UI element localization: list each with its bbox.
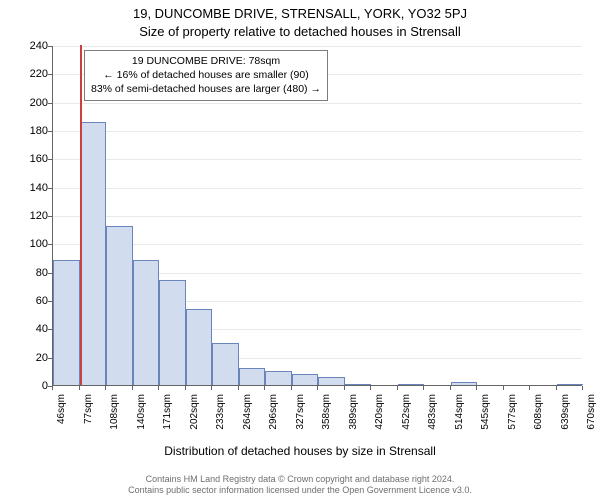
y-tick-label: 220	[30, 68, 48, 80]
y-tick-label: 140	[30, 182, 48, 194]
histogram-bar	[239, 368, 266, 385]
x-tick-mark	[158, 386, 159, 390]
annotation-line: ← 16% of detached houses are smaller (90…	[91, 68, 321, 82]
x-tick-mark	[52, 386, 53, 390]
chart-subtitle: Size of property relative to detached ho…	[0, 24, 600, 39]
histogram-bar	[318, 377, 345, 386]
x-tick-mark	[476, 386, 477, 390]
gridline	[53, 131, 582, 132]
y-tick-mark	[48, 358, 52, 359]
y-tick-label: 180	[30, 125, 48, 137]
x-tick-label: 608sqm	[533, 394, 544, 434]
y-tick-mark	[48, 131, 52, 132]
y-tick-mark	[48, 74, 52, 75]
x-tick-label: 327sqm	[295, 394, 306, 434]
x-tick-mark	[132, 386, 133, 390]
x-tick-label: 108sqm	[109, 394, 120, 434]
x-tick-mark	[503, 386, 504, 390]
x-tick-label: 296sqm	[268, 394, 279, 434]
x-tick-mark	[211, 386, 212, 390]
footer-line: Contains public sector information licen…	[0, 485, 600, 496]
gridline	[53, 188, 582, 189]
x-tick-label: 670sqm	[586, 394, 597, 434]
x-tick-mark	[105, 386, 106, 390]
histogram-bar	[133, 260, 160, 385]
x-tick-label: 452sqm	[401, 394, 412, 434]
y-tick-mark	[48, 159, 52, 160]
y-tick-label: 60	[36, 295, 48, 307]
y-tick-mark	[48, 244, 52, 245]
histogram-bar	[106, 226, 133, 385]
gridline	[53, 46, 582, 47]
x-tick-mark	[370, 386, 371, 390]
histogram-bar	[159, 280, 186, 385]
footer-attribution: Contains HM Land Registry data © Crown c…	[0, 474, 600, 497]
x-tick-mark	[317, 386, 318, 390]
x-tick-label: 202sqm	[189, 394, 200, 434]
histogram-bar	[53, 260, 80, 385]
histogram-bar	[186, 309, 213, 386]
x-tick-label: 358sqm	[321, 394, 332, 434]
x-tick-mark	[529, 386, 530, 390]
x-tick-mark	[264, 386, 265, 390]
annotation-box: 19 DUNCOMBE DRIVE: 78sqm← 16% of detache…	[84, 50, 328, 101]
x-tick-mark	[344, 386, 345, 390]
y-tick-label: 200	[30, 97, 48, 109]
y-tick-label: 100	[30, 238, 48, 250]
histogram-bar	[398, 384, 425, 385]
x-tick-mark	[79, 386, 80, 390]
x-tick-label: 514sqm	[454, 394, 465, 434]
y-tick-label: 80	[36, 267, 48, 279]
y-tick-mark	[48, 216, 52, 217]
y-tick-label: 120	[30, 210, 48, 222]
histogram-bar	[557, 384, 584, 385]
x-tick-label: 171sqm	[162, 394, 173, 434]
y-tick-mark	[48, 329, 52, 330]
gridline	[53, 216, 582, 217]
x-tick-label: 233sqm	[215, 394, 226, 434]
x-tick-mark	[291, 386, 292, 390]
x-tick-label: 577sqm	[507, 394, 518, 434]
x-tick-mark	[185, 386, 186, 390]
x-tick-mark	[556, 386, 557, 390]
y-tick-mark	[48, 46, 52, 47]
x-tick-mark	[582, 386, 583, 390]
y-tick-label: 20	[36, 352, 48, 364]
footer-line: Contains HM Land Registry data © Crown c…	[0, 474, 600, 485]
histogram-bar	[345, 384, 372, 385]
y-tick-label: 240	[30, 40, 48, 52]
y-tick-mark	[48, 301, 52, 302]
x-axis-label: Distribution of detached houses by size …	[0, 444, 600, 458]
histogram-bar	[451, 382, 478, 385]
y-tick-mark	[48, 188, 52, 189]
histogram-bar	[265, 371, 292, 385]
histogram-bar	[80, 122, 107, 386]
histogram-bar	[212, 343, 239, 386]
chart-container: 19, DUNCOMBE DRIVE, STRENSALL, YORK, YO3…	[0, 0, 600, 500]
property-marker-line	[80, 45, 82, 385]
annotation-line: 83% of semi-detached houses are larger (…	[91, 82, 321, 96]
y-tick-label: 40	[36, 323, 48, 335]
x-tick-label: 639sqm	[560, 394, 571, 434]
gridline	[53, 159, 582, 160]
x-tick-label: 483sqm	[427, 394, 438, 434]
x-tick-label: 77sqm	[83, 394, 94, 434]
y-tick-label: 160	[30, 153, 48, 165]
gridline	[53, 103, 582, 104]
y-tick-mark	[48, 103, 52, 104]
x-tick-mark	[238, 386, 239, 390]
x-tick-label: 140sqm	[136, 394, 147, 434]
annotation-line: 19 DUNCOMBE DRIVE: 78sqm	[91, 54, 321, 68]
x-tick-label: 420sqm	[374, 394, 385, 434]
x-tick-label: 264sqm	[242, 394, 253, 434]
x-tick-label: 46sqm	[56, 394, 67, 434]
histogram-bar	[292, 374, 319, 385]
y-tick-mark	[48, 273, 52, 274]
x-tick-mark	[397, 386, 398, 390]
x-tick-mark	[423, 386, 424, 390]
page-title: 19, DUNCOMBE DRIVE, STRENSALL, YORK, YO3…	[0, 6, 600, 21]
x-tick-label: 545sqm	[480, 394, 491, 434]
x-tick-label: 389sqm	[348, 394, 359, 434]
x-tick-mark	[450, 386, 451, 390]
